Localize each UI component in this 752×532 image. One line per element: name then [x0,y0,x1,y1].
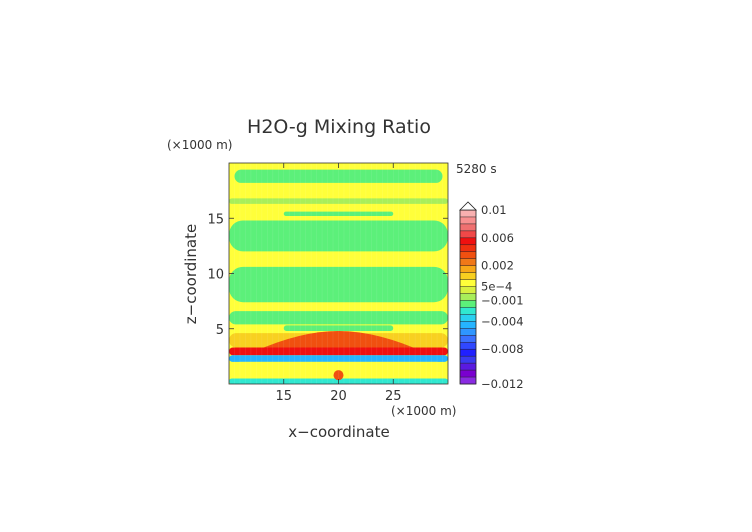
colorbar-swatch [460,272,476,280]
colorbar-swatch [460,307,476,315]
y-tick-label: 5 [216,323,224,338]
colorbar-extend-arrow [459,201,477,211]
colorbar-swatch [460,216,476,225]
colorbar-tick-label: −0.004 [481,314,524,328]
colorbar-swatch [460,279,476,287]
contour-region-7 [283,325,394,331]
colorbar-tick-label: −0.001 [481,293,524,307]
colorbar-swatch [460,210,476,218]
colorbar-swatch [460,377,476,385]
colorbar-swatch [460,335,476,343]
x-tick-label: 15 [275,389,292,404]
plot-area [228,162,449,385]
colorbar-swatch [460,321,476,329]
contour-region-3 [283,211,394,217]
field-regions [229,163,448,384]
colorbar-swatch [460,314,476,322]
colorbar-swatch [460,265,476,274]
contour-region-4 [229,220,448,252]
contour-region-2 [229,198,448,204]
colorbar-swatch [460,328,476,336]
colorbar-labels: 0.01 0.006 0.002 5e−4−0.001 −0.004 −0.008 −0.0… [481,203,524,391]
colorbar-tick-label: −0.008 [481,342,524,356]
x-tick-label: 20 [330,389,347,404]
contour-region-14 [333,370,344,381]
colorbar-swatch [460,223,476,232]
y-unit-label: (×1000 m) [167,138,232,152]
x-tick-label: 25 [385,389,402,404]
colorbar-tick-label: 0.01 [481,203,507,217]
colorbar-swatch [460,286,476,294]
colorbar-swatch [460,370,476,378]
colorbar [459,201,477,385]
colorbar-swatch [460,363,476,371]
x-axis-label: x−coordinate [288,423,389,441]
y-tick-label: 10 [207,268,224,283]
contour-region-1 [234,169,443,183]
colorbar-swatch [460,293,476,301]
colorbar-swatch [460,258,476,267]
chart-title: H2O-g Mixing Ratio [247,116,431,138]
y-axis-ticks: 5 10 15 [207,212,448,338]
colorbar-swatch [460,349,476,357]
x-axis-ticks: 15 20 25 [275,163,402,404]
contour-region-6 [229,311,448,325]
colorbar-tick-label: 0.002 [481,259,514,273]
time-label: 5280 s [456,162,497,176]
contour-region-5 [229,266,448,303]
colorbar-swatch [460,251,476,260]
y-axis-label: z−coordinate [182,224,200,324]
colorbar-swatch [460,244,476,253]
colorbar-swatch [460,237,476,246]
colorbar-swatch [460,300,476,308]
colorbar-swatch [460,342,476,350]
colorbar-swatch [460,356,476,364]
y-tick-label: 15 [207,212,224,227]
x-unit-label: (×1000 m) [391,404,456,418]
colorbar-tick-label: 5e−4 [481,280,512,294]
contour-region-11 [229,355,448,362]
colorbar-swatch [460,230,476,239]
contour-region-10 [229,347,448,356]
colorbar-tick-label: 0.006 [481,231,514,245]
colorbar-tick-label: −0.012 [481,377,524,391]
